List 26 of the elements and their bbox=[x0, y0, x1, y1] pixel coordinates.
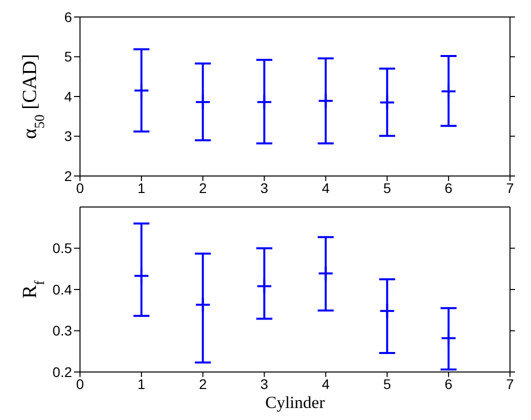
y-tick-label: 6 bbox=[64, 8, 72, 25]
x-tick-label: 3 bbox=[260, 180, 268, 196]
x-tick-label: 0 bbox=[76, 376, 84, 392]
x-tick-label: 6 bbox=[444, 180, 453, 196]
x-tick-label: 1 bbox=[138, 376, 146, 392]
x-axis-title: Cylinder bbox=[265, 393, 326, 412]
x-tick-label: 1 bbox=[138, 180, 146, 196]
y-tick-label: 0.5 bbox=[52, 240, 72, 256]
x-tick-label: 6 bbox=[444, 376, 453, 392]
x-tick-label: 3 bbox=[260, 376, 268, 392]
y-tick-label: 2 bbox=[64, 168, 72, 184]
y-tick-label: 5 bbox=[64, 48, 72, 65]
x-tick-label: 7 bbox=[506, 376, 514, 392]
y-tick-label: 3 bbox=[64, 128, 72, 144]
x-tick-label: 4 bbox=[322, 376, 330, 392]
x-tick-label: 4 bbox=[322, 180, 330, 196]
y-tick-label: 0.3 bbox=[52, 322, 72, 339]
y-tick-label: 4 bbox=[64, 88, 72, 104]
x-tick-label: 7 bbox=[506, 180, 514, 196]
y-tick-label: 0.2 bbox=[52, 364, 72, 380]
x-tick-label: 2 bbox=[198, 180, 207, 196]
x-tick-label: 5 bbox=[383, 180, 392, 196]
x-tick-label: 2 bbox=[198, 376, 207, 392]
y-tick-label: 0.4 bbox=[52, 281, 72, 298]
x-tick-label: 0 bbox=[76, 180, 84, 196]
x-tick-label: 5 bbox=[383, 376, 392, 392]
